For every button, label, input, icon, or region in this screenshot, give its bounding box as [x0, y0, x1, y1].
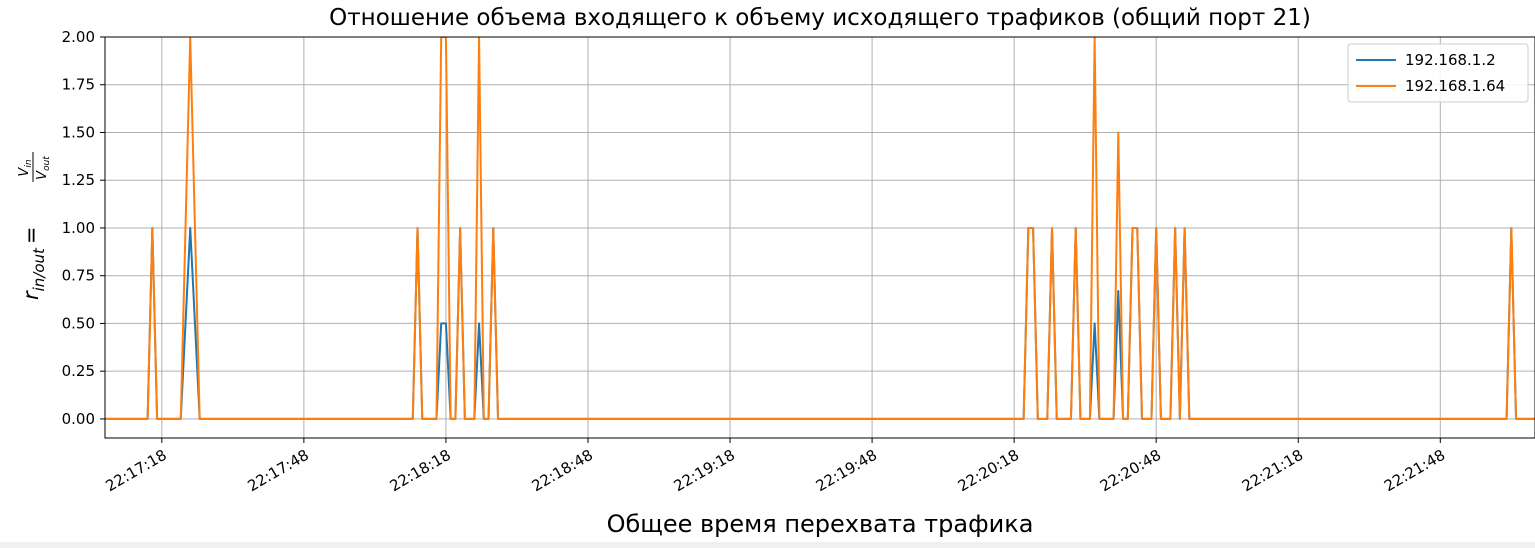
y-tick-label: 0.50	[62, 314, 95, 332]
y-label-main-sub: in/out	[30, 247, 48, 291]
series-lines	[105, 37, 1535, 420]
y-tick-label: 0.00	[62, 410, 95, 428]
legend-label-192-168-1-64: 192.168.1.64	[1405, 77, 1505, 95]
y-label-num-sub: in	[24, 159, 34, 168]
x-tick-label: 22:18:18	[387, 446, 454, 495]
series-line-192-168-1-64	[105, 37, 1535, 420]
x-axis-label: Общее время перехвата трафика	[607, 510, 1034, 538]
x-tick-label: 22:19:48	[813, 446, 880, 495]
grid	[105, 36, 1535, 438]
y-label-num: V	[17, 167, 32, 177]
y-tick-label: 1.00	[62, 219, 95, 237]
x-axis-ticks: 22:17:18 22:17:48 22:18:18 22:18:48 22:19:18…	[102, 438, 1448, 495]
y-tick-label: 1.25	[62, 171, 95, 189]
x-tick-label: 22:17:18	[102, 446, 169, 495]
chart-title: Отношение объема входящего к объему исхо…	[329, 5, 1311, 31]
x-tick-label: 22:20:48	[1097, 446, 1164, 495]
legend-label-192-168-1-2: 192.168.1.2	[1405, 51, 1496, 69]
y-axis-label: rin/out = Vin Vout	[17, 152, 52, 300]
legend: 192.168.1.2 192.168.1.64	[1347, 43, 1529, 103]
y-tick-label: 2.00	[62, 28, 95, 46]
svg-text:rin/out=: rin/out =	[19, 226, 48, 300]
legend-box	[1347, 43, 1529, 103]
y-tick-label: 0.25	[62, 362, 95, 380]
x-tick-label: 22:21:48	[1381, 446, 1448, 495]
x-tick-label: 22:20:18	[955, 446, 1022, 495]
x-tick-label: 22:19:18	[671, 446, 738, 495]
x-tick-label: 22:21:18	[1239, 446, 1306, 495]
svg-text:Vin: Vin	[17, 159, 34, 176]
plot-frame	[104, 36, 1535, 439]
y-axis-ticks: 0.00 0.25 0.50 0.75 1.00 1.25 1.50 1.75 2.00	[62, 28, 105, 428]
y-tick-label: 1.75	[62, 76, 95, 94]
x-tick-label: 22:17:48	[245, 446, 312, 495]
y-tick-label: 0.75	[62, 267, 95, 285]
y-label-den-sub: out	[42, 156, 52, 171]
y-tick-label: 1.50	[62, 123, 95, 141]
x-tick-label: 22:18:48	[529, 446, 596, 495]
bottom-strip	[0, 542, 1535, 548]
y-label-equals: =	[19, 226, 43, 244]
y-label-den: V	[35, 170, 50, 180]
y-label-main: r	[19, 290, 43, 300]
svg-text:Vout: Vout	[35, 156, 52, 180]
